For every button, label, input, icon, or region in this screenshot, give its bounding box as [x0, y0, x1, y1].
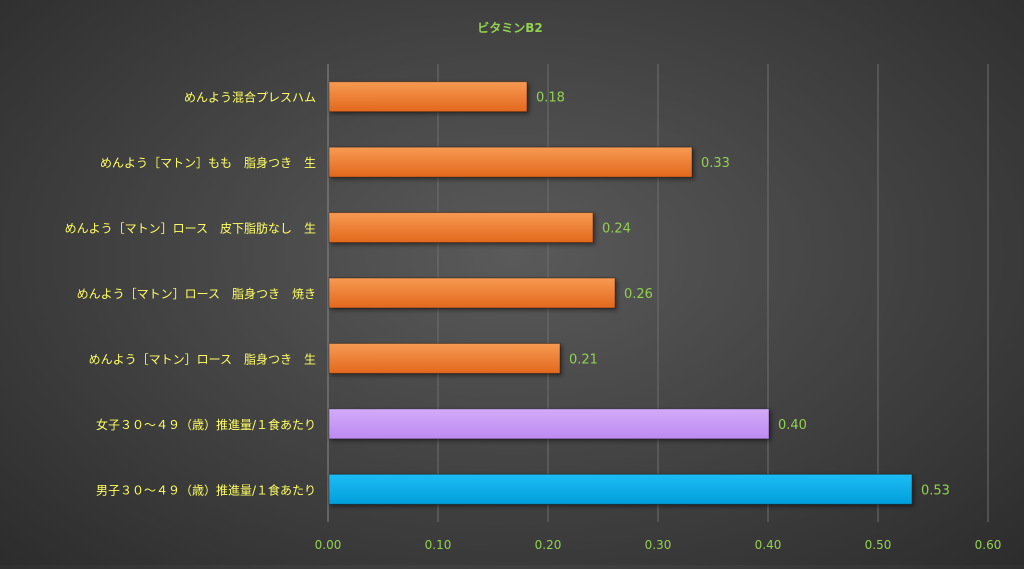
bar [328, 473, 913, 505]
x-tick-label: 0.50 [865, 538, 892, 552]
labels: 0.00 0.10 0.20 0.30 0.40 0.50 0.60 0.18 めんよう混合プレ… [65, 90, 1002, 552]
value-label: 0.53 [921, 483, 950, 498]
x-tick-label: 0.40 [755, 538, 782, 552]
category-label: 男子３０～４９（歳）推進量/１食あたり [96, 482, 316, 497]
x-tick-label: 0.20 [535, 538, 562, 552]
bar [328, 277, 616, 309]
x-tick-label: 0.60 [975, 538, 1002, 552]
category-label: めんよう［マトン］ロース 皮下脂肪なし 生 [65, 221, 316, 236]
value-label: 0.33 [701, 156, 730, 171]
bar [328, 146, 693, 178]
value-label: 0.26 [624, 287, 653, 302]
bar [328, 81, 528, 113]
bars [328, 81, 913, 505]
x-tick-label: 0.10 [425, 538, 452, 552]
bar [328, 212, 594, 244]
bar [328, 342, 561, 374]
chart-title: ビタミンB2 [477, 20, 543, 35]
x-tick-label: 0.30 [645, 538, 672, 552]
value-label: 0.18 [536, 91, 565, 106]
category-label: めんよう［マトン］もも 脂身つき 生 [100, 155, 316, 170]
value-label: 0.40 [778, 418, 807, 433]
category-label: 女子３０～４９（歳）推進量/１食あたり [96, 417, 316, 432]
category-label: めんよう［マトン］ロース 脂身つき 生 [89, 351, 316, 366]
category-label: めんよう［マトン］ロース 脂身つき 焼き [77, 286, 316, 301]
x-tick-label: 0.00 [315, 538, 342, 552]
category-label: めんよう混合プレスハム [184, 90, 316, 105]
bar [328, 408, 770, 440]
value-label: 0.24 [602, 222, 631, 237]
value-label: 0.21 [569, 352, 598, 367]
